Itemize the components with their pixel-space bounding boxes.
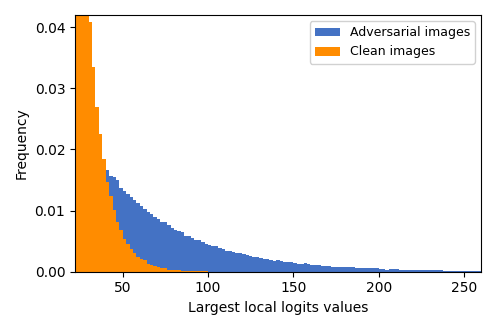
- Y-axis label: Frequency: Frequency: [15, 108, 29, 179]
- X-axis label: Largest local logits values: Largest local logits values: [188, 301, 368, 315]
- Legend: Adversarial images, Clean images: Adversarial images, Clean images: [310, 21, 475, 63]
- Polygon shape: [75, 140, 485, 272]
- Polygon shape: [75, 0, 485, 272]
